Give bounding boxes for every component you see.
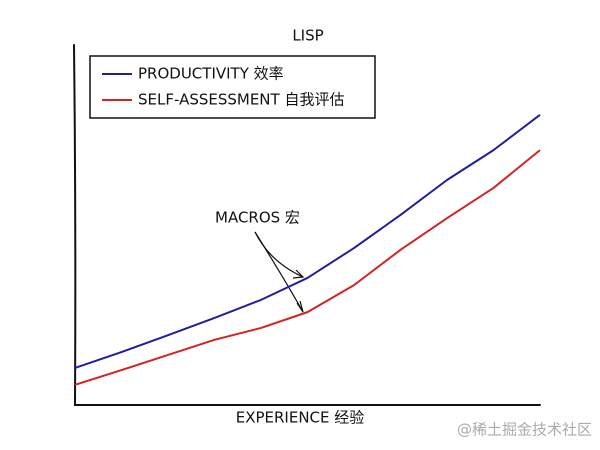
line bbox=[74, 114, 541, 369]
annotation-arrows bbox=[254, 231, 305, 313]
legend-label: SELF-ASSESSMENT 自我评估 bbox=[138, 91, 344, 109]
axes bbox=[73, 44, 541, 407]
watermark: @稀土掘金技术社区 bbox=[457, 421, 592, 439]
legend-box bbox=[89, 55, 376, 119]
legend-label: PRODUCTIVITY 效率 bbox=[138, 65, 284, 83]
annotation: MACROS 宏 bbox=[215, 209, 300, 227]
chart-title: LISP bbox=[292, 27, 323, 45]
x-axis-label: EXPERIENCE 经验 bbox=[236, 409, 365, 427]
line bbox=[74, 149, 541, 386]
